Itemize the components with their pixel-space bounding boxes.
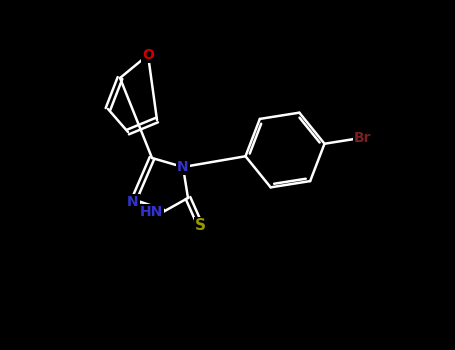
Text: S: S	[194, 217, 206, 232]
Text: Br: Br	[353, 131, 371, 145]
Text: O: O	[142, 48, 154, 62]
Text: N: N	[177, 160, 189, 174]
Text: N: N	[127, 195, 139, 209]
Text: HN: HN	[140, 205, 163, 219]
